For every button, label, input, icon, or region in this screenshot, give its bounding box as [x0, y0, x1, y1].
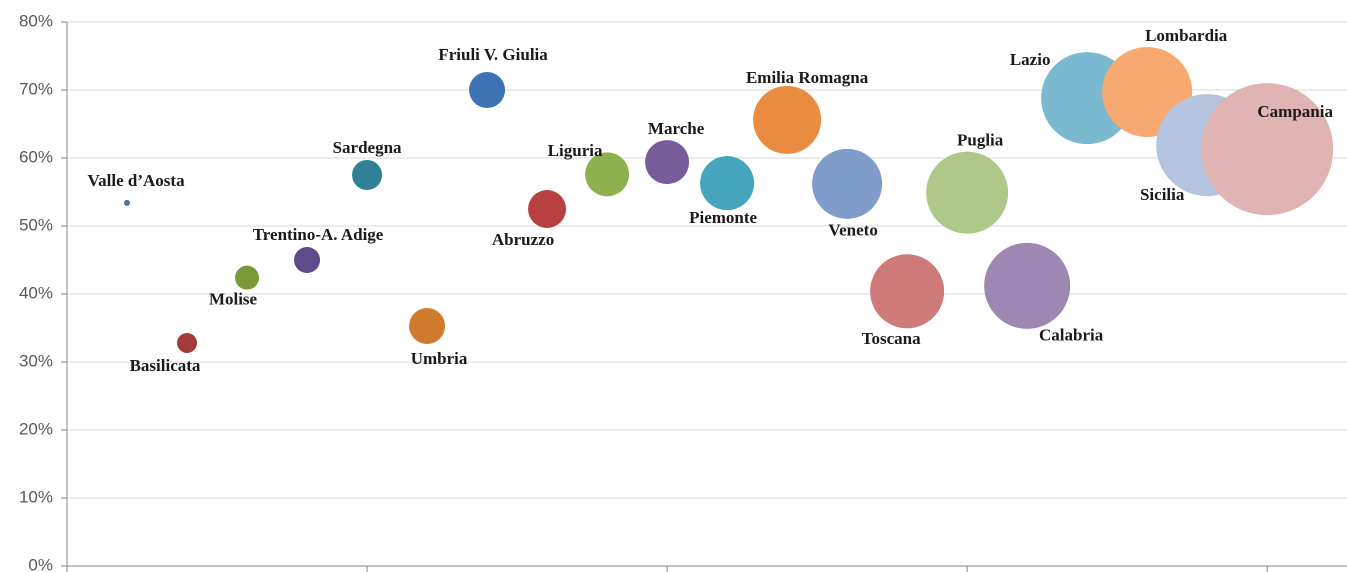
- data-label: Lazio: [1010, 50, 1051, 69]
- data-label: Puglia: [957, 131, 1004, 150]
- data-label: Campania: [1257, 102, 1333, 121]
- bubble: [926, 151, 1009, 234]
- y-tick-label: 40%: [19, 283, 53, 302]
- bubble: [235, 265, 260, 290]
- bubble: [984, 242, 1071, 329]
- data-label: Marche: [648, 119, 705, 138]
- bubble: [1201, 83, 1334, 216]
- data-label: Umbria: [411, 349, 468, 368]
- bubble: [177, 332, 198, 353]
- y-tick-label: 20%: [19, 419, 53, 438]
- data-label: Sardegna: [333, 138, 402, 157]
- data-label: Liguria: [548, 141, 603, 160]
- bubble: [753, 85, 822, 154]
- y-tick-label: 10%: [19, 487, 53, 506]
- y-tick-label: 60%: [19, 147, 53, 166]
- bubble: [870, 254, 945, 329]
- bubble: [585, 152, 630, 197]
- y-tick-label: 50%: [19, 215, 53, 234]
- bubble: [124, 199, 131, 206]
- bubble: [528, 190, 567, 228]
- bubble: [812, 148, 883, 219]
- y-tick-label: 80%: [19, 11, 53, 30]
- bubble: [352, 160, 383, 190]
- y-tick-label: 70%: [19, 79, 53, 98]
- data-label: Emilia Romagna: [746, 68, 869, 87]
- data-label: Abruzzo: [492, 230, 554, 249]
- bubble: [409, 307, 446, 344]
- data-label: Sicilia: [1140, 185, 1185, 204]
- y-tick-label: 0%: [28, 555, 53, 572]
- data-label: Calabria: [1039, 326, 1104, 345]
- data-label: Veneto: [828, 221, 877, 240]
- data-label: Toscana: [862, 329, 921, 348]
- data-label: Molise: [209, 290, 258, 309]
- data-label: Lombardia: [1145, 26, 1228, 45]
- data-label: Friuli V. Giulia: [438, 45, 548, 64]
- bubble: [294, 247, 321, 273]
- data-label: Piemonte: [689, 208, 757, 227]
- bubble: [469, 72, 506, 108]
- data-label: Valle d’Aosta: [87, 171, 185, 190]
- bubble: [645, 140, 690, 185]
- bubble: [700, 156, 755, 211]
- y-tick-label: 30%: [19, 351, 53, 370]
- data-label: Trentino-A. Adige: [253, 225, 384, 244]
- data-label: Basilicata: [130, 356, 201, 375]
